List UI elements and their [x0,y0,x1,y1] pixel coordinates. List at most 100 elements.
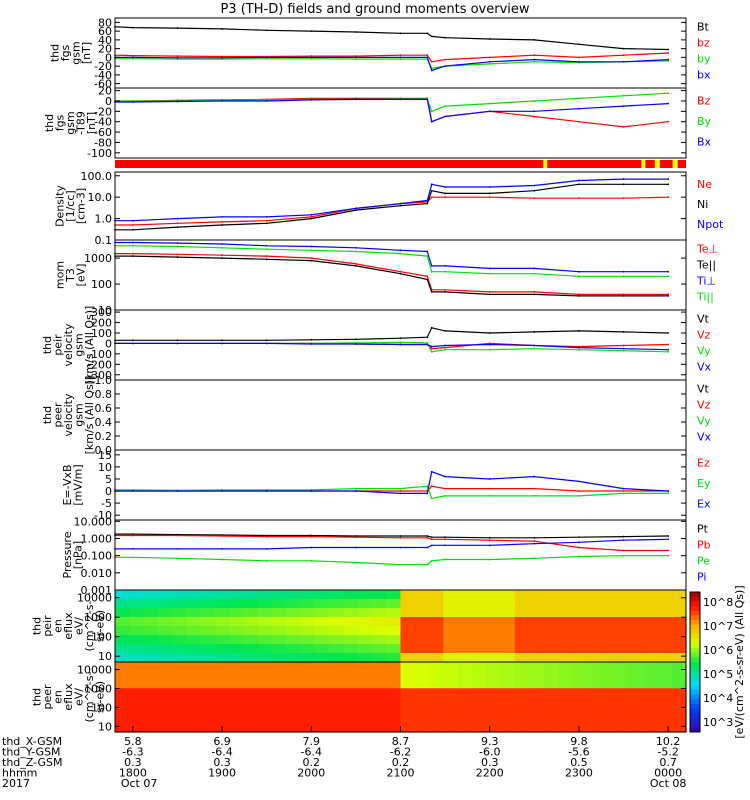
data-point-density [131,219,134,222]
spectrogram-cell [129,679,145,689]
spectrogram-cell [514,697,530,707]
spectrogram-cell [172,679,187,689]
spectrogram-cell [314,670,330,681]
y-tick-label: -60 [94,78,112,91]
colorbar-cell [690,690,700,696]
spectrogram-cell [471,590,487,600]
panel-mom_temp: 1000 100 10 momT3[eV] Te⊥ Te|| Ti⊥ Ti|| [54,239,718,317]
y-axis-label-line: T3 [64,268,77,283]
data-point-peir_velocity [354,338,357,341]
legend-entry: bz [697,37,710,50]
spectrogram-cell [557,590,573,600]
data-point-mom_temp [622,270,625,273]
spectrogram-cell [200,670,216,681]
y-tick-label: 0.001 [81,584,113,597]
spectrogram-cell [643,679,659,689]
spectrogram-cell [343,590,359,600]
spectrogram-cell [514,723,530,733]
colorbar-cell [690,718,700,724]
spectrogram-cell [172,688,187,698]
x-row-value: -6.4 [301,746,322,759]
spectrogram-cell [314,626,330,636]
spectrogram-cell [414,705,430,716]
spectrogram-cell [129,653,145,663]
data-point-density [488,192,491,195]
spectrogram-cell [115,670,130,681]
spectrogram-cell [557,697,573,707]
data-point-mom_temp [578,270,580,273]
y-tick-label: -20 [94,105,112,118]
spectrogram-cell [657,635,673,645]
data-point-fgs_gsm [622,54,625,57]
data-point-density [265,215,268,218]
y-tick-label: 0 [105,485,112,498]
spectrogram-cell [429,599,444,609]
spectrogram-cell [571,653,587,663]
y-tick-label: 1.0 [95,374,113,387]
spectrogram-cell [486,679,502,689]
data-point-fgs_gsm [533,38,536,41]
spectrogram-cell [272,635,287,645]
spectrogram-cell [614,723,630,733]
spectrogram-cell [543,590,559,600]
legend-entry: Pb [697,539,711,552]
data-point-mom_temp [176,245,179,248]
spectrogram-cell [371,608,387,618]
y-tick-label: -200 [87,358,112,371]
colorbar-tick-label: 10^6 [703,644,733,657]
spectrogram-cell [343,617,359,627]
colorbar-cell [690,601,700,607]
y-axis-label-pressure: Pressure[nPa] [61,531,85,578]
spectrogram-cell [486,723,502,733]
x-row-value: 2100 [387,767,415,780]
spectrogram-cell [614,635,630,645]
spectrogram-cell [229,635,245,645]
spectrogram-cell [143,599,159,609]
data-point-peir_velocity [176,339,179,342]
spectrogram-cell [129,705,145,716]
spectrogram-cell [229,653,245,663]
spectrogram-cell [200,608,216,618]
data-point-mom_temp [430,265,433,267]
data-point-fgs_gsm [265,56,268,59]
series-line-fgs_gsm-0 [114,26,669,51]
spectrogram-cell [214,635,230,645]
spectrogram-cell [143,697,159,707]
colorbar-cell [690,615,700,621]
data-point-efield [578,494,580,497]
y-tick-label: 0.8 [95,388,113,401]
spectrogram-cell [514,626,530,636]
spectrogram-cell [300,599,316,609]
y-axis-label-line: eflux [62,683,75,711]
colorbar-cell [690,676,700,682]
spectrogram-cell [528,599,544,609]
spectrogram-cell [400,688,416,698]
spectrogram-cell [671,617,687,627]
spectrogram-cell [386,617,402,627]
y-tick-label: 1000 [84,611,112,624]
spectrogram-cell [371,705,387,716]
spectrogram-cell [115,617,130,627]
spectrogram-cell [600,670,616,681]
data-point-efield [488,478,491,480]
data-point-density [426,202,429,205]
spectrogram-cell [314,653,330,663]
spectrogram-cell [286,723,302,733]
data-point-fgs_gsm [488,60,491,63]
spectrogram-cell [643,662,659,672]
spectrogram-cell [500,599,516,609]
spectrogram-cell [386,626,402,636]
spectrogram-cell [371,644,387,654]
spectrogram-cell [157,599,173,609]
data-point-peir_velocity [667,343,670,346]
y-tick-label: 300 [91,306,112,319]
data-point-mom_temp [176,256,179,258]
data-point-pressure [399,563,402,566]
spectrogram-cell [528,705,544,716]
y-axis-label-line: [cm-3] [75,188,88,224]
spectrogram-cell [229,599,245,609]
spectrogram-cell [214,705,230,716]
x-row-label: hhmm [2,767,37,780]
spectrogram-cell [586,670,601,681]
data-point-mom_temp [310,259,313,262]
